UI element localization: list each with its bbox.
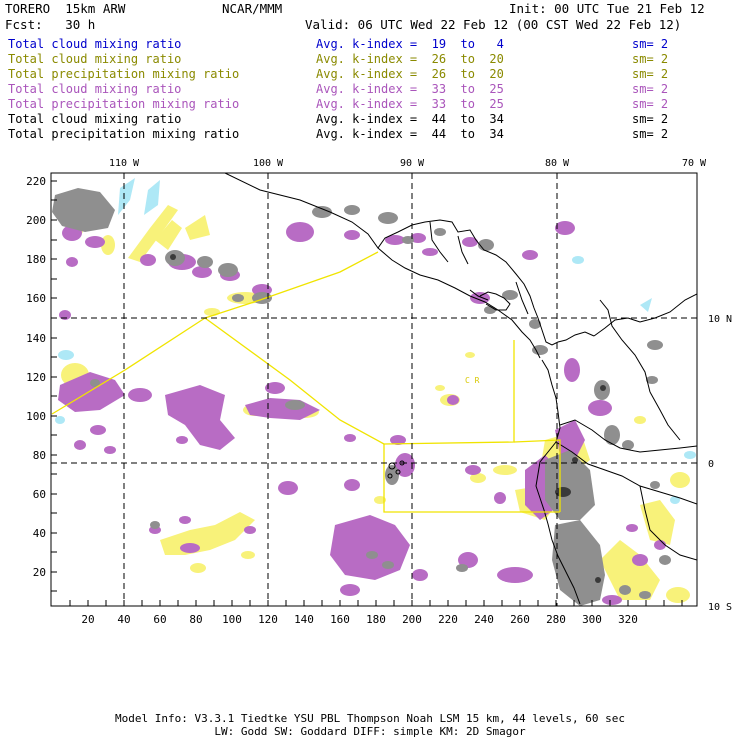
left-tick-label: 200 [26, 214, 46, 227]
coastlines [224, 173, 697, 605]
legend-field: Total cloud mixing ratio [8, 112, 182, 126]
left-tick-label: 40 [33, 527, 46, 540]
bottom-tick-label: 120 [258, 613, 278, 626]
left-axis-ticks [51, 180, 57, 592]
bottom-tick-label: 240 [474, 613, 494, 626]
left-axis-labels: 220 200 180 160 140 120 100 80 60 40 20 [26, 175, 46, 579]
map-frame [50, 172, 698, 607]
legend-sm: sm= 2 [632, 127, 669, 141]
lat-label: 10 N [708, 314, 732, 325]
left-tick-label: 80 [33, 449, 46, 462]
left-tick-label: 220 [26, 175, 46, 188]
left-tick-label: 20 [33, 566, 46, 579]
bottom-tick-label: 260 [510, 613, 530, 626]
model-info-line1: Model Info: V3.3.1 Tiedtke YSU PBL Thomp… [115, 712, 625, 725]
legend-sm: sm= 2 [632, 52, 669, 66]
left-tick-label: 60 [33, 488, 46, 501]
bottom-tick-label: 80 [189, 613, 202, 626]
legend-field: Total precipitation mixing ratio [8, 97, 240, 111]
model-info-line2: LW: Godd SW: Goddard DIFF: simple KM: 2D… [214, 725, 526, 738]
bottom-tick-label: 60 [153, 613, 166, 626]
bottom-tick-label: 180 [366, 613, 386, 626]
left-tick-label: 100 [26, 410, 46, 423]
lon-label: 90 W [400, 158, 425, 169]
legend-field: Total cloud mixing ratio [8, 37, 182, 51]
legend-index: Avg. k-index = 33 to 25 [316, 82, 504, 96]
top-lon-labels: 110 W 100 W 90 W 80 W 70 W [109, 158, 707, 169]
bottom-tick-label: 320 [618, 613, 638, 626]
legend-sm: sm= 2 [632, 37, 669, 51]
valid-time: Valid: 06 UTC Wed 22 Feb 12 (00 CST Wed … [305, 17, 682, 32]
legend-index: Avg. k-index = 19 to 4 [316, 37, 504, 51]
bottom-axis-ticks [69, 600, 683, 606]
left-tick-label: 180 [26, 253, 46, 266]
bottom-tick-label: 20 [81, 613, 94, 626]
left-tick-label: 160 [26, 292, 46, 305]
legend-sm: sm= 2 [632, 82, 669, 96]
bottom-tick-label: 220 [438, 613, 458, 626]
legend-field: Total cloud mixing ratio [8, 52, 182, 66]
cloud-core [170, 254, 606, 583]
country-label-cr: C R [465, 376, 480, 385]
legend-field: Total precipitation mixing ratio [8, 127, 240, 141]
lon-label: 110 W [109, 158, 140, 169]
legend-index: Avg. k-index = 44 to 34 [316, 112, 504, 126]
left-tick-label: 120 [26, 371, 46, 384]
legend-field: Total precipitation mixing ratio [8, 67, 240, 81]
bottom-tick-label: 40 [117, 613, 130, 626]
bottom-tick-label: 160 [330, 613, 350, 626]
bottom-tick-label: 280 [546, 613, 566, 626]
legend-sm: sm= 2 [632, 97, 669, 111]
init-time: Init: 00 UTC Tue 21 Feb 12 [509, 1, 705, 16]
legend-sm: sm= 2 [632, 67, 669, 81]
legend-sm: sm= 2 [632, 112, 669, 126]
legend-index: Avg. k-index = 44 to 34 [316, 127, 504, 141]
domain-outline [51, 251, 561, 513]
legend-index: Avg. k-index = 26 to 20 [316, 52, 504, 66]
bottom-tick-label: 140 [294, 613, 314, 626]
legend-index: Avg. k-index = 33 to 25 [316, 97, 504, 111]
cloud-low-index [55, 178, 696, 504]
map-fields [51, 173, 697, 606]
bottom-axis-labels: 20 40 60 80 100 120 140 160 180 200 220 … [81, 613, 638, 626]
left-tick-label: 140 [26, 332, 46, 345]
bottom-tick-label: 300 [582, 613, 602, 626]
lat-label: 0 [708, 459, 714, 470]
right-lat-labels: 10 N 0 10 S [708, 314, 732, 613]
lon-label: 80 W [545, 158, 570, 169]
lat-label: 10 S [708, 602, 732, 613]
graticule [51, 173, 697, 606]
model-title: TORERO 15km ARW [5, 1, 126, 16]
forecast-hour: Fcst: 30 h [5, 17, 96, 32]
bottom-tick-label: 100 [222, 613, 242, 626]
legend-field: Total cloud mixing ratio [8, 82, 182, 96]
bottom-tick-label: 200 [402, 613, 422, 626]
lon-label: 70 W [682, 158, 707, 169]
lon-label: 100 W [253, 158, 284, 169]
legend-index: Avg. k-index = 26 to 20 [316, 67, 504, 81]
org-name: NCAR/MMM [222, 1, 283, 16]
